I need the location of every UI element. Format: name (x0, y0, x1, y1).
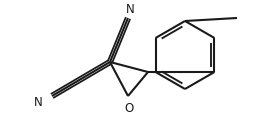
Text: O: O (124, 102, 134, 115)
Text: N: N (34, 96, 43, 109)
Text: N: N (126, 2, 134, 15)
